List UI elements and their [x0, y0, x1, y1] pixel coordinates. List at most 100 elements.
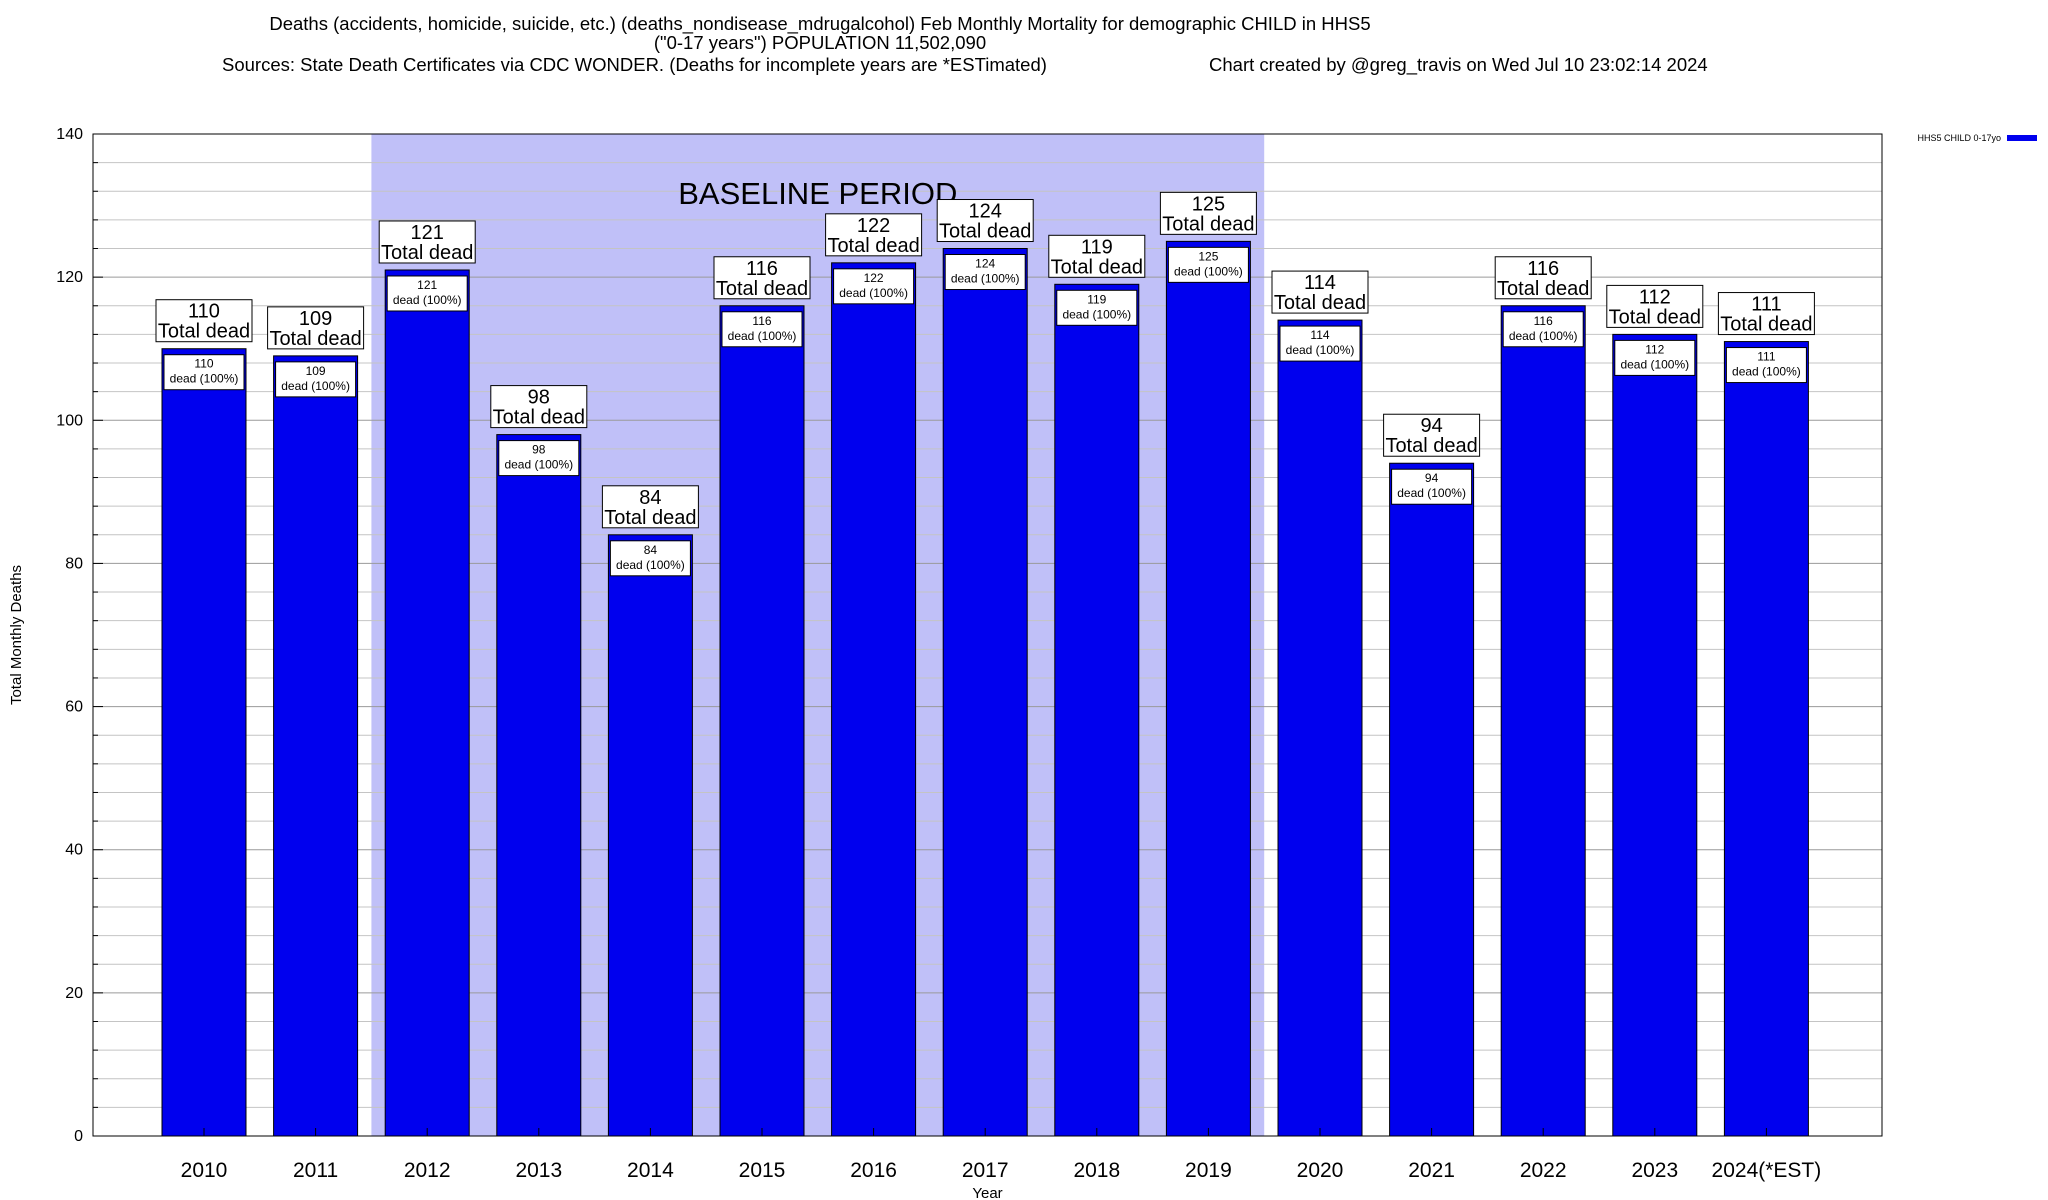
x-tick-label: 2016: [850, 1159, 897, 1182]
total-label-box: [155, 299, 253, 343]
inner-label-text: dead (100%): [393, 293, 462, 307]
inner-label-text: dead (100%): [1286, 343, 1355, 357]
inner-label-text: dead (100%): [1620, 357, 1689, 371]
baseline-label: BASELINE PERIOD: [678, 176, 957, 211]
x-tick-label: 2020: [1297, 1159, 1344, 1182]
inner-label-box: [833, 268, 915, 305]
bar-2015: [719, 305, 805, 1137]
inner-label-text: dead (100%): [281, 379, 350, 393]
inner-label-text: dead (100%): [1509, 329, 1578, 343]
total-label-box: [378, 220, 476, 264]
x-tick-label: 2015: [739, 1159, 786, 1182]
inner-label-box: [1167, 246, 1249, 283]
total-label-text: Total dead: [939, 221, 1031, 243]
x-tick-label: 2018: [1073, 1159, 1120, 1182]
inner-label-box: [1614, 339, 1696, 376]
credit-note: Chart created by @greg_travis on Wed Jul…: [1209, 54, 1708, 75]
total-label-text: Total dead: [827, 235, 919, 257]
total-label-text: Total dead: [1720, 314, 1812, 336]
total-label-box: [267, 306, 365, 350]
total-label-box: [601, 485, 699, 529]
bar-2016: [831, 262, 917, 1137]
y-tick-label: 140: [56, 126, 83, 143]
inner-label-text: dead (100%): [1732, 365, 1801, 379]
total-label-text: Total dead: [493, 407, 585, 429]
inner-label-text: dead (100%): [170, 372, 239, 386]
inner-label-text: dead (100%): [1062, 307, 1131, 321]
inner-label-text: dead (100%): [839, 286, 908, 300]
total-label-box: [1048, 234, 1146, 278]
total-label-value: 124: [969, 201, 1002, 223]
total-label-box: [490, 385, 588, 429]
total-label-text: Total dead: [716, 278, 808, 300]
total-label-value: 98: [528, 387, 550, 409]
inner-label-box: [1725, 347, 1807, 384]
y-tick-label: 40: [65, 842, 83, 859]
legend-swatch: [2007, 135, 2037, 141]
x-tick-label: 2012: [404, 1159, 451, 1182]
bar-2019: [1165, 240, 1251, 1137]
total-label-value: 109: [299, 308, 332, 330]
total-label-value: 121: [411, 222, 444, 244]
inner-label-value: 121: [417, 278, 437, 292]
total-label-value: 116: [746, 258, 778, 280]
total-label-text: Total dead: [381, 242, 473, 264]
total-label-value: 84: [639, 487, 661, 509]
x-tick-label: 2017: [962, 1159, 1009, 1182]
y-tick-label: 60: [65, 699, 83, 716]
inner-label-value: 116: [1534, 314, 1553, 328]
x-tick-label: 2024(*EST): [1712, 1159, 1822, 1182]
total-label-box: [936, 199, 1034, 243]
total-label-value: 116: [1527, 258, 1559, 280]
inner-label-box: [275, 361, 357, 398]
bar-2012: [384, 269, 470, 1137]
x-tick-label: 2013: [515, 1159, 562, 1182]
bar-2018: [1054, 283, 1140, 1137]
y-tick-label: 80: [65, 555, 83, 572]
x-tick-label: 2022: [1520, 1159, 1567, 1182]
inner-label-value: 112: [1645, 342, 1664, 356]
total-label-value: 110: [188, 301, 220, 323]
inner-label-text: dead (100%): [1174, 264, 1243, 278]
total-label-box: [1271, 270, 1369, 314]
total-label-value: 111: [1751, 294, 1781, 316]
inner-label-box: [721, 311, 803, 348]
total-label-value: 114: [1304, 272, 1336, 294]
chart-title: Deaths (accidents, homicide, suicide, et…: [0, 14, 1640, 52]
inner-label-text: dead (100%): [951, 272, 1020, 286]
inner-label-box: [498, 440, 580, 477]
x-axis-label: Year: [972, 1185, 1002, 1200]
total-label-text: Total dead: [1497, 278, 1589, 300]
bar-2021: [1389, 462, 1475, 1137]
total-label-box: [1383, 413, 1481, 457]
total-label-text: Total dead: [604, 507, 696, 529]
sources-note: Sources: State Death Certificates via CD…: [222, 54, 1047, 75]
bar-2017: [942, 248, 1028, 1137]
inner-label-box: [1502, 311, 1584, 348]
inner-label-box: [1056, 289, 1138, 326]
inner-label-value: 110: [194, 357, 213, 371]
x-tick-label: 2011: [293, 1159, 338, 1182]
inner-label-value: 109: [306, 364, 326, 378]
bar-2023: [1612, 333, 1698, 1137]
inner-label-text: dead (100%): [1397, 486, 1466, 500]
inner-label-value: 119: [1087, 292, 1106, 306]
bar-2022: [1500, 305, 1586, 1137]
y-axis-label: Total Monthly Deaths: [8, 565, 25, 705]
inner-label-value: 111: [1757, 350, 1776, 364]
y-tick-label: 0: [74, 1128, 83, 1145]
total-label-box: [1494, 256, 1592, 300]
x-tick-label: 2019: [1185, 1159, 1232, 1182]
total-label-text: Total dead: [269, 328, 361, 350]
total-label-box: [1606, 284, 1704, 328]
total-label-value: 125: [1192, 193, 1225, 215]
inner-label-box: [386, 275, 468, 312]
total-label-value: 122: [857, 215, 890, 237]
bar-2010: [161, 348, 247, 1137]
inner-label-box: [609, 540, 691, 577]
total-label-value: 119: [1081, 236, 1113, 258]
total-label-box: [1717, 292, 1815, 336]
inner-label-value: 84: [644, 543, 658, 557]
inner-label-box: [1279, 325, 1361, 362]
